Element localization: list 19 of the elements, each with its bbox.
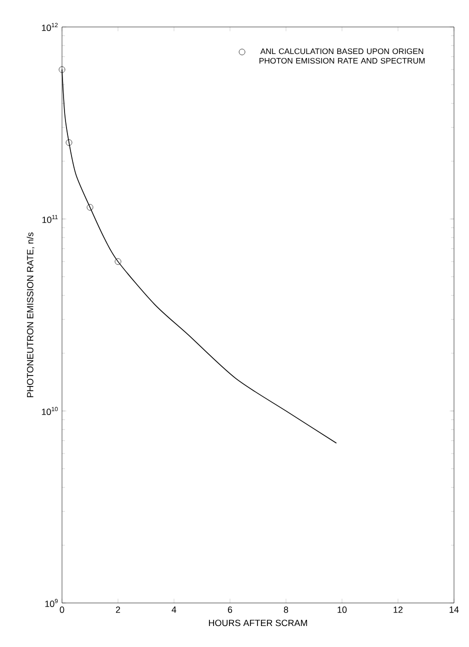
x-tick-label: 2	[116, 606, 120, 613]
point	[114, 258, 122, 265]
x-tick-label: 8	[284, 606, 288, 613]
point	[58, 66, 66, 73]
x-tick-label: 4	[172, 606, 176, 613]
point	[86, 204, 94, 211]
x-tick-label: 14	[450, 606, 459, 613]
y-axis-title: PHOTONEUTRON EMISSION RATE, n/s	[26, 232, 34, 398]
x-tick-label: 0	[60, 606, 64, 613]
y-tick-label: 10$^{9}$	[45, 598, 58, 608]
x-tick-label: 6	[228, 606, 232, 613]
y-tick-label: 10$^{10}$	[42, 406, 58, 416]
x-tick-label: 10	[338, 606, 347, 613]
y-tick-label: 10$^{12}$	[42, 22, 58, 32]
x-tick-label: 12	[394, 606, 403, 613]
y-tick-label: 10$^{11}$	[42, 214, 58, 223]
x-axis-title: HOURS AFTER SCRAM	[208, 620, 308, 626]
point	[66, 139, 72, 146]
legend-label: ANL CALCULATION BASED UPON ORIGEN PHOTON EMISSION RATE AND SPECTRUM	[260, 48, 425, 64]
